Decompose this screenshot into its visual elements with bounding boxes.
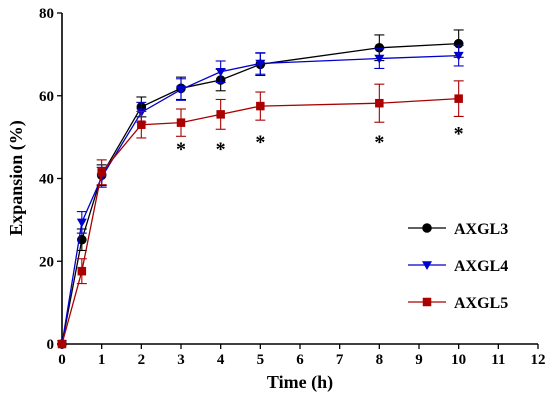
series-layer	[57, 29, 464, 349]
data-point	[256, 101, 265, 111]
x-tick-label: 8	[376, 352, 384, 368]
legend-label: AXGL3	[454, 221, 508, 238]
x-tick-label: 3	[177, 352, 185, 368]
x-tick-label: 1	[98, 352, 106, 368]
y-tick-label: 80	[39, 6, 54, 22]
annotation-layer: * * * * *	[176, 123, 464, 160]
legend: AXGL3 AXGL4 AXGL5	[408, 221, 508, 312]
legend-marker	[422, 297, 432, 307]
y-axis-title: Expansion (%)	[6, 120, 27, 236]
data-point	[454, 94, 463, 103]
legend-label: AXGL5	[454, 295, 508, 312]
significance-marker: *	[255, 131, 265, 153]
data-point	[374, 54, 385, 64]
x-tick-label: 4	[217, 352, 225, 368]
data-point	[76, 218, 87, 228]
data-point	[137, 120, 146, 129]
x-tick-label: 7	[336, 352, 344, 368]
x-tick-label: 10	[451, 352, 466, 368]
legend-item-axgl3: AXGL3	[408, 221, 508, 238]
data-point	[216, 110, 225, 119]
series-axgl3	[57, 29, 464, 349]
data-point	[176, 118, 186, 127]
series-axgl4	[57, 44, 464, 349]
x-tick-label: 2	[138, 352, 146, 368]
data-point	[57, 339, 67, 349]
legend-label: AXGL4	[454, 258, 508, 275]
x-tick-label: 0	[58, 352, 66, 368]
y-tick-label: 20	[39, 254, 54, 270]
data-point	[375, 98, 384, 108]
x-axis-title: Time (h)	[267, 372, 333, 393]
data-point	[453, 51, 464, 61]
data-point	[97, 168, 106, 177]
x-tick-label: 12	[531, 352, 546, 368]
x-tick-label: 11	[491, 352, 505, 368]
significance-marker: *	[176, 138, 186, 160]
y-tick-label: 40	[39, 172, 54, 188]
significance-marker: *	[374, 131, 384, 153]
data-point	[176, 85, 186, 95]
x-tick-label: 9	[415, 352, 423, 368]
x-tick-label: 6	[296, 352, 304, 368]
legend-marker	[422, 261, 432, 270]
significance-marker: *	[454, 123, 464, 145]
legend-item-axgl4: AXGL4	[408, 258, 508, 275]
series-axgl5	[57, 80, 464, 349]
series-line	[61, 42, 459, 345]
x-tick-label: 5	[257, 352, 265, 368]
data-point	[77, 266, 87, 276]
data-point	[215, 68, 226, 77]
y-tick-label: 60	[39, 89, 54, 105]
legend-item-axgl5: AXGL5	[408, 295, 508, 312]
data-point	[255, 59, 266, 69]
y-tick-label: 0	[47, 337, 55, 353]
significance-marker: *	[216, 138, 226, 160]
legend-marker	[422, 223, 432, 233]
